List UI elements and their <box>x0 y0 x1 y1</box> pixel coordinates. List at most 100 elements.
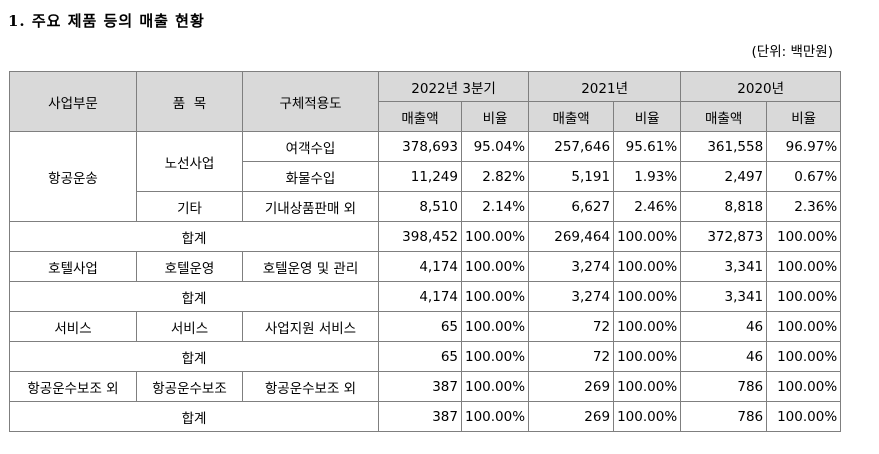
item-cell: 노선사업 <box>136 131 243 192</box>
value-cell: 100.00% <box>613 251 682 282</box>
total-label: 합계 <box>9 281 379 312</box>
value-cell: 11,249 <box>378 161 462 192</box>
total-label: 합계 <box>9 221 379 252</box>
table-row: 서비스 서비스 사업지원 서비스 65 100.00% 72 100.00% 4… <box>9 311 842 342</box>
segment-cell: 항공운수보조 외 <box>9 371 137 402</box>
item-cell: 항공운수보조 <box>136 371 243 402</box>
value-cell: 65 <box>378 311 462 342</box>
value-cell: 0.67% <box>766 161 842 192</box>
table-row: 기타 기내상품판매 외 8,510 2.14% 6,627 2.46% 8,81… <box>10 191 842 222</box>
value-cell: 786 <box>680 371 768 402</box>
table-row: 화물수입 11,249 2.82% 5,191 1.93% 2,497 0.67… <box>10 161 842 192</box>
segment-cell: 서비스 <box>9 311 137 342</box>
value-cell: 8,510 <box>378 191 462 222</box>
value-cell: 100.00% <box>613 341 682 372</box>
value-cell: 100.00% <box>460 311 530 342</box>
value-cell: 100.00% <box>613 401 682 432</box>
value-cell: 100.00% <box>766 251 842 282</box>
value-cell: 1.93% <box>613 161 682 192</box>
header-row: 사업부문 품 목 구체적용도 2022년 3분기 2021년 2020년 <box>9 71 842 132</box>
usage-cell: 기내상품판매 외 <box>242 191 379 222</box>
value-cell: 100.00% <box>613 311 682 342</box>
value-cell: 100.00% <box>766 281 842 312</box>
value-cell: 257,646 <box>528 131 615 162</box>
value-cell: 3,341 <box>680 281 768 312</box>
value-cell: 100.00% <box>460 281 530 312</box>
unit-label: (단위: 백만원) <box>751 44 833 60</box>
value-cell: 361,558 <box>680 131 768 162</box>
value-cell: 2.14% <box>460 191 530 222</box>
value-cell: 100.00% <box>613 281 682 312</box>
segment-cell: 호텔사업 <box>9 251 137 282</box>
item-cell: 호텔운영 <box>136 251 243 282</box>
header-sales: 매출액 <box>378 101 462 132</box>
usage-cell: 사업지원 서비스 <box>242 311 379 342</box>
total-row: 합계 398,452 100.00% 269,464 100.00% 372,8… <box>9 221 842 252</box>
header-ratio: 비율 <box>766 101 842 132</box>
value-cell: 372,873 <box>680 221 768 252</box>
value-cell: 4,174 <box>378 281 462 312</box>
value-cell: 4,174 <box>378 251 462 282</box>
header-ratio: 비율 <box>613 101 682 132</box>
total-label: 합계 <box>9 341 379 372</box>
value-cell: 100.00% <box>766 221 842 252</box>
value-cell: 100.00% <box>460 371 530 402</box>
header-sales: 매출액 <box>680 101 768 132</box>
value-cell: 100.00% <box>613 221 682 252</box>
value-cell: 95.61% <box>613 131 682 162</box>
value-cell: 96.97% <box>766 131 842 162</box>
value-cell: 100.00% <box>766 311 842 342</box>
subheader-row: 매출액 비율 매출액 비율 매출액 비율 <box>10 101 842 132</box>
value-cell: 100.00% <box>766 401 842 432</box>
value-cell: 387 <box>378 371 462 402</box>
item-cell: 서비스 <box>136 311 243 342</box>
total-row: 합계 4,174 100.00% 3,274 100.00% 3,341 100… <box>9 281 842 312</box>
usage-cell: 항공운수보조 외 <box>242 371 379 402</box>
value-cell: 786 <box>680 401 768 432</box>
value-cell: 5,191 <box>528 161 615 192</box>
value-cell: 100.00% <box>460 251 530 282</box>
segment-cell: 항공운송 <box>9 131 137 222</box>
value-cell: 269 <box>528 401 615 432</box>
value-cell: 100.00% <box>460 221 530 252</box>
value-cell: 100.00% <box>766 371 842 402</box>
value-cell: 2.36% <box>766 191 842 222</box>
value-cell: 8,818 <box>680 191 768 222</box>
header-period-2021: 2021년 <box>528 71 682 102</box>
value-cell: 269 <box>528 371 615 402</box>
header-period-2020: 2020년 <box>680 71 842 102</box>
sales-table: 사업부문 품 목 구체적용도 2022년 3분기 2021년 2020년 매출액… <box>9 71 842 432</box>
value-cell: 3,341 <box>680 251 768 282</box>
value-cell: 6,627 <box>528 191 615 222</box>
value-cell: 100.00% <box>460 341 530 372</box>
value-cell: 398,452 <box>378 221 462 252</box>
header-sales: 매출액 <box>528 101 615 132</box>
header-period-2022q3: 2022년 3분기 <box>377 71 530 102</box>
value-cell: 46 <box>680 341 768 372</box>
value-cell: 65 <box>378 341 462 372</box>
usage-cell: 여객수입 <box>242 131 379 162</box>
value-cell: 2,497 <box>680 161 768 192</box>
header-ratio: 비율 <box>460 101 530 132</box>
value-cell: 2.46% <box>613 191 682 222</box>
value-cell: 3,274 <box>528 281 615 312</box>
value-cell: 378,693 <box>378 131 462 162</box>
section-heading: 1. 주요 제품 등의 매출 현황 <box>8 12 205 30</box>
value-cell: 3,274 <box>528 251 615 282</box>
value-cell: 72 <box>528 311 615 342</box>
value-cell: 387 <box>378 401 462 432</box>
item-cell: 기타 <box>136 191 243 222</box>
usage-cell: 화물수입 <box>242 161 379 192</box>
value-cell: 269,464 <box>528 221 615 252</box>
header-item: 품 목 <box>136 71 243 132</box>
value-cell: 100.00% <box>613 371 682 402</box>
value-cell: 100.00% <box>460 401 530 432</box>
value-cell: 46 <box>680 311 768 342</box>
total-row: 합계 387 100.00% 269 100.00% 786 100.00% <box>9 401 842 432</box>
table-row: 호텔사업 호텔운영 호텔운영 및 관리 4,174 100.00% 3,274 … <box>9 251 842 282</box>
usage-cell: 호텔운영 및 관리 <box>242 251 379 282</box>
header-segment: 사업부문 <box>9 71 137 132</box>
total-label: 합계 <box>9 401 379 432</box>
value-cell: 100.00% <box>766 341 842 372</box>
value-cell: 95.04% <box>460 131 530 162</box>
